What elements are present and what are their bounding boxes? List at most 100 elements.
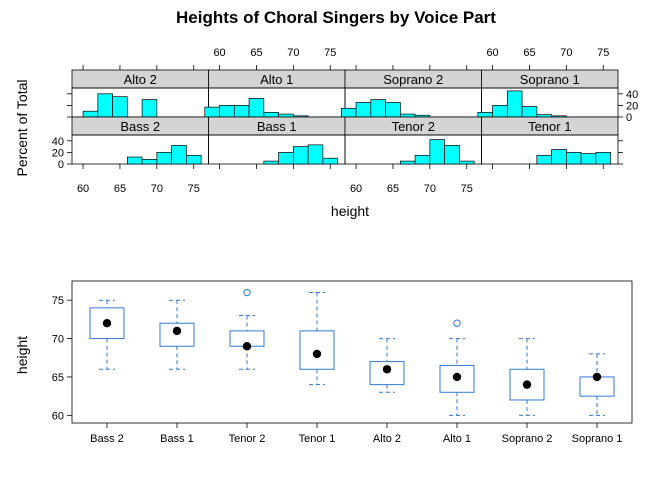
histogram-bar [521,106,538,118]
x-tick-label: 75 [461,183,473,195]
histogram-bar [141,159,158,165]
boxplot-group: Bass 2 [89,299,125,445]
median-dot [452,372,462,382]
histogram-bar [492,105,508,118]
histogram-panel: Bass 2 [71,116,209,165]
boxplot-frame [71,280,633,424]
panel-strip-label: Soprano 1 [520,72,580,87]
x-tick-label: 60 [350,183,362,195]
boxplot-group: Tenor 1 [299,292,336,445]
boxplot-group: Soprano 2 [502,338,553,445]
x-tick-label: Bass 2 [90,433,124,445]
histogram-bar [186,154,202,165]
histogram-panel: Tenor 2 [344,116,482,165]
histogram-bar [385,102,401,118]
histogram-bar [233,105,250,118]
x-tick-label: Alto 1 [443,433,471,445]
histogram-bar [459,160,475,165]
median-dot [242,342,252,351]
boxplot-y-axis-label: height [14,336,30,374]
panel-strip-label: Alto 2 [124,72,157,87]
x-tick-label: Soprano 2 [502,433,553,445]
histogram-bar [429,139,445,165]
x-tick-label: 75 [188,183,200,195]
histogram-bar [399,113,416,118]
x-tick-label: 60 [213,47,225,59]
histogram-bar [444,145,460,165]
outlier-point [453,319,461,327]
x-tick-label: Tenor 2 [229,433,266,445]
median-dot [522,380,532,389]
x-tick-label: 75 [324,47,336,59]
histogram-bar [263,160,279,165]
y-tick-label: 40 [626,89,638,101]
x-tick-label: 65 [523,47,535,59]
median-dot [312,349,322,359]
panel-strip-label: Alto 1 [260,72,293,87]
panel-strip-label: Bass 2 [120,119,160,134]
histogram-bar [97,93,113,118]
y-tick-label: 70 [52,334,64,346]
y-tick-label: 75 [52,295,64,307]
x-tick-label: 70 [560,47,572,59]
panel-strip-label: Soprano 2 [383,72,443,87]
histogram-panel: Tenor 1 [481,116,619,165]
x-tick-label: 65 [387,183,399,195]
x-tick-label: 75 [597,47,609,59]
y-tick-label: 65 [52,372,64,384]
x-tick-label: Alto 2 [373,433,401,445]
boxplot-group: Bass 1 [159,299,195,445]
outlier-point [243,288,251,297]
x-tick-label: Bass 1 [160,433,194,445]
boxplot-group: Tenor 2 [229,288,266,445]
x-tick-label: 60 [77,183,89,195]
histogram-bar [141,99,158,118]
histogram-bar [399,160,416,165]
histogram-bar [566,152,582,165]
box [509,368,545,401]
x-tick-label: 70 [424,183,436,195]
x-tick-label: 65 [114,183,126,195]
box-plot: 60 65 70 75 Bass 2 Bass 1 Tenor 2 Tenor 1 Alto 2… [52,280,633,445]
histogram-bar [355,102,372,118]
histogram-bar [414,154,431,165]
histogram-bar [278,113,294,118]
histogram-bar [263,112,279,118]
histogram-bar [477,112,493,118]
panel-strip-label: Bass 1 [257,119,297,134]
histogram-bar [536,154,552,165]
median-dot [172,326,182,336]
histogram-x-axis-label: height [331,203,369,219]
histogram-y-axis-label: Percent of Total [14,79,30,176]
histogram-bar [293,146,309,165]
histogram-panel: Alto 2 [71,69,209,118]
x-tick-label: Tenor 1 [299,433,336,445]
panel-strip-label: Tenor 2 [392,119,435,134]
histogram-bar [595,152,611,165]
histogram-panel: Bass 1 [208,116,346,165]
median-dot [382,365,392,374]
histogram-bar [82,110,99,118]
histogram-panel: Soprano 2 [340,69,482,118]
histogram-bar [171,145,187,165]
histogram-bar [340,107,357,118]
histogram-bar [204,106,220,118]
boxplot-group: Alto 2 [369,338,405,445]
y-tick-label: 60 [52,410,64,422]
y-tick-label: 40 [52,136,64,148]
histogram-panel: Alto 1 [204,69,346,118]
histogram-bar [322,157,338,165]
x-tick-label: 65 [250,47,262,59]
x-tick-label: 70 [151,183,163,195]
histogram-panel: Soprano 1 [477,69,619,118]
histogram-bar [580,153,597,165]
histogram-bar [219,105,235,118]
histogram-bar [112,96,128,118]
median-dot [592,372,602,382]
histogram-bar [278,152,294,165]
histogram-bar [551,149,567,165]
x-tick-label: 60 [486,47,498,59]
x-tick-label: 70 [287,47,299,59]
panel-frame [344,134,482,165]
